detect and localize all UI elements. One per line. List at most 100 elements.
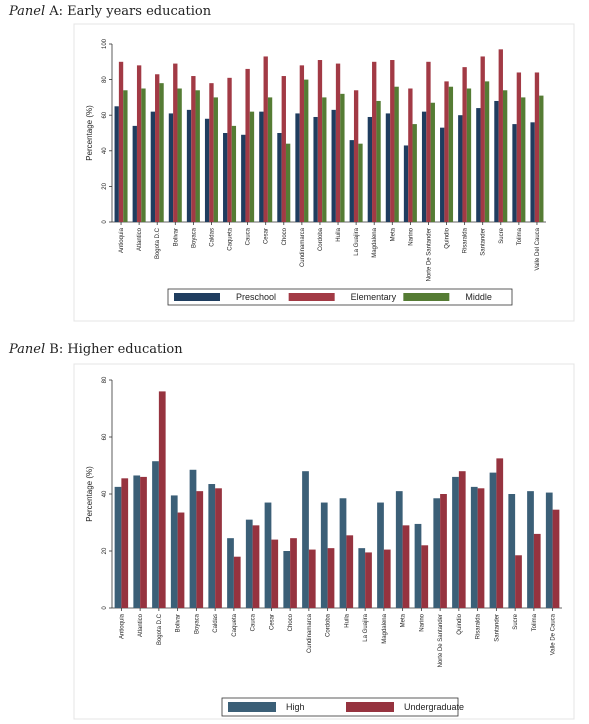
bar-high (208, 484, 216, 608)
bar-elementary (534, 72, 540, 222)
bar-preschool (530, 122, 535, 222)
bar-undergraduate (177, 512, 185, 608)
legend-swatch-elementary (288, 293, 335, 301)
bar-middle (322, 97, 327, 222)
bar-middle (376, 100, 381, 222)
y-tick-label: 60 (102, 111, 108, 118)
x-tick-label: Bogota D.C (155, 227, 161, 259)
bar-preschool (458, 115, 463, 222)
bar-elementary (227, 77, 232, 222)
x-tick-label: Narino (408, 227, 414, 245)
bar-undergraduate (140, 476, 147, 608)
bar-undergraduate (421, 545, 429, 608)
bar-undergraduate (233, 556, 241, 608)
bar-undergraduate (383, 549, 391, 608)
bar-elementary (372, 61, 377, 222)
bar-middle (502, 90, 508, 222)
x-tick-label: Caldas (213, 614, 219, 633)
bar-undergraduate (158, 391, 166, 608)
bar-preschool (241, 134, 246, 222)
bar-undergraduate (290, 538, 297, 608)
bar-undergraduate (552, 509, 560, 608)
bar-elementary (299, 65, 305, 222)
bar-preschool (494, 100, 499, 222)
x-tick-label: Norte De Santander (438, 614, 444, 667)
bar-high (114, 486, 122, 608)
bar-middle (285, 143, 291, 222)
bar-high (320, 502, 328, 608)
bar-undergraduate (515, 555, 522, 608)
bar-preschool (204, 118, 210, 222)
x-tick-label: Boyaca (194, 613, 200, 634)
bar-preschool (349, 140, 354, 222)
bar-elementary (516, 72, 522, 222)
bar-undergraduate (533, 533, 541, 608)
bar-middle (484, 81, 490, 222)
bar-high (377, 502, 384, 608)
bar-elementary (118, 61, 124, 222)
bar-high (470, 486, 478, 608)
x-tick-label: Bolivar (173, 228, 179, 246)
panel-b-title: Panel B: Higher education (9, 342, 183, 357)
x-tick-label: Cesar (269, 614, 275, 630)
bar-high (264, 502, 272, 608)
bar-preschool (476, 108, 481, 222)
bar-high (508, 494, 516, 608)
x-tick-label: La Guajira (354, 227, 360, 255)
x-tick-label: Magdalena (372, 227, 378, 257)
x-tick-label: Antioquia (119, 227, 125, 253)
y-tick-label: 0 (102, 606, 108, 610)
bar-undergraduate (440, 494, 447, 608)
x-tick-label: Narino (419, 613, 425, 631)
bar-undergraduate (365, 552, 372, 608)
bar-elementary (426, 61, 431, 222)
bar-middle (159, 83, 164, 222)
bar-undergraduate (271, 539, 279, 608)
bar-preschool (421, 111, 427, 222)
legend-label-elementary: Elementary (351, 292, 397, 302)
x-tick-label: Magdalena (382, 613, 388, 643)
bar-elementary (480, 56, 485, 223)
x-tick-label: Caqueta (232, 613, 238, 636)
x-tick-label: Tolima (517, 227, 523, 245)
x-tick-label: Valle Del Cauca (535, 227, 541, 270)
legend-label-preschool: Preschool (236, 292, 276, 302)
bar-high (545, 492, 553, 608)
bar-preschool (186, 109, 192, 222)
x-tick-label: Santander (494, 614, 500, 642)
bar-undergraduate (215, 488, 222, 608)
bar-elementary (245, 68, 250, 222)
x-tick-label: Huila (344, 613, 350, 627)
bar-middle (177, 88, 182, 222)
bar-middle (249, 111, 255, 222)
bar-elementary (173, 63, 178, 222)
bar-undergraduate (121, 478, 129, 608)
bar-high (339, 498, 347, 608)
bar-middle (539, 95, 544, 222)
x-tick-label: Cauca (246, 227, 252, 245)
bar-high (489, 472, 497, 608)
bar-high (395, 491, 403, 608)
bar-elementary (155, 74, 160, 222)
bar-elementary (498, 49, 503, 223)
bar-high (452, 476, 459, 608)
bar-elementary (191, 76, 196, 222)
x-tick-label: Norte De Santander (426, 228, 432, 281)
bar-high (227, 538, 234, 608)
bar-undergraduate (327, 548, 335, 608)
bar-elementary (462, 67, 467, 222)
x-tick-label: Meta (401, 613, 407, 627)
y-tick-label: 40 (102, 490, 108, 497)
legend-swatch-preschool (174, 293, 220, 301)
bar-preschool (259, 111, 264, 222)
x-tick-label: Quindio (445, 227, 451, 248)
x-tick-label: Cauca (251, 613, 257, 631)
panel-a-title: Panel A: Early years education (9, 4, 212, 19)
bar-high (283, 551, 291, 608)
legend: High Undergraduate (221, 697, 464, 717)
bar-middle (213, 97, 218, 222)
y-tick-label: 60 (102, 433, 108, 440)
bar-elementary (209, 83, 214, 222)
bar-high (527, 491, 534, 608)
